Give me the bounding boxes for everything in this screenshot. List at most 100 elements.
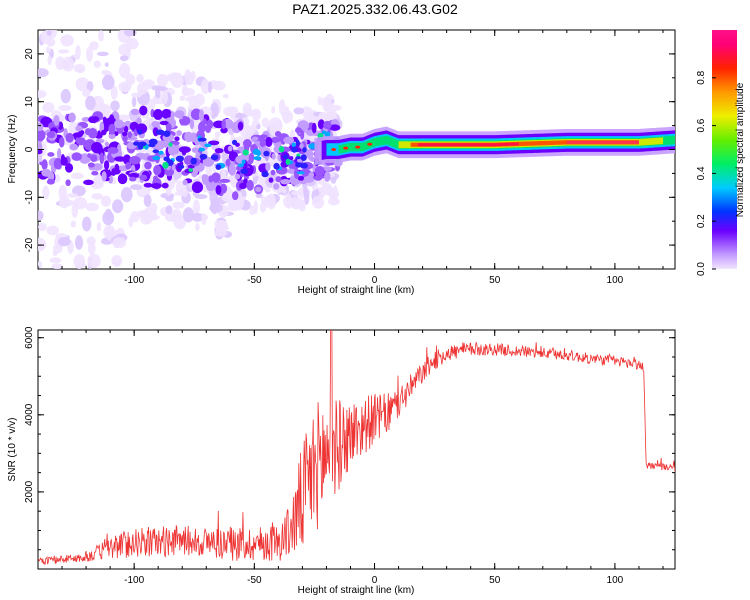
spectrogram-blob [99,152,105,165]
spectrogram-blob [311,122,317,134]
spectrogram-blob [189,119,195,130]
spectrogram-blob [127,131,132,139]
spectrogram-blob [85,202,99,212]
spectrogram-blob [275,176,282,183]
spectrogram-hotspot [331,148,337,151]
spectrogram-blob [103,160,110,170]
spectrogram-blob [171,148,179,155]
spectrogram-blob [261,171,269,178]
y-tick-label: 0 [24,146,35,152]
snr-y-label: SNR (10 * v/v) [7,418,18,482]
spectrogram-blob [65,163,74,173]
spectrogram-blob [172,201,185,209]
spectrogram-blob [210,102,219,118]
spectrogram-blob [215,185,222,195]
spectrogram-blob [297,175,305,181]
spectrogram-blob [86,46,94,62]
spectrogram-blob [104,141,110,147]
colorbar-tick-label: 0.0 [696,262,707,276]
spectrogram-blob [182,207,194,223]
spectrogram-blob [220,183,228,194]
spectrogram-blob [38,149,43,155]
spectrogram-blob [107,147,119,154]
spectrogram-blob [111,168,116,176]
spectrogram-blob [41,168,52,177]
spectrogram-blob [98,30,104,42]
spectrogram-blob [188,168,193,172]
x-tick-label: 50 [489,275,501,286]
spectrogram-blob [268,177,274,183]
spectrogram-x-label: Height of straight line (km) [298,285,415,296]
spectrogram-blob [81,116,91,122]
spectrogram-blob [201,174,208,181]
spectrogram-blob [72,132,83,138]
spectrogram-blob [278,99,286,115]
spectrogram-blob [265,136,273,147]
spectrogram-blob [283,195,292,208]
spectrogram-blob [38,90,47,99]
spectrogram-blob [182,179,188,186]
spectrogram-y-label: Frequency (Hz) [7,115,18,184]
spectrogram-blob [125,162,132,170]
spectrogram-hotspot [367,142,373,146]
spectrogram-blob [85,95,96,111]
spectrogram-blob [163,156,170,162]
spectrogram-blob [101,69,110,76]
spectrogram-blob [158,150,164,155]
spectrogram-blob [38,129,46,142]
spectrogram-blob [251,108,262,121]
spectrogram-blob [151,85,163,91]
spectrogram-blob [321,183,333,191]
spectrogram-blob [118,62,131,79]
spectrogram-blob [46,225,59,236]
spectrogram-blob [285,158,291,166]
spectrogram-blob [208,140,220,146]
spectrogram-blob [139,174,148,181]
spectrogram-blob [329,124,341,131]
spectrogram-blob [39,161,46,166]
spectrogram-blob [60,88,71,104]
spectrogram-blob [66,193,79,198]
spectrogram-blob [212,80,226,91]
spectrogram-blob [215,164,222,170]
spectrogram-blob [162,89,168,105]
spectrogram-blob [104,62,109,67]
spectrogram-blob [314,165,325,177]
spectrogram-blob [146,214,160,221]
y-tick-label: -20 [24,237,35,252]
spectrogram-blob [294,127,302,134]
spectrogram-blob [38,210,44,221]
spectrogram-blob [280,179,291,185]
spectrogram-blob [58,104,72,112]
spectrogram-blob [253,156,262,161]
spectrogram-blob [152,149,160,154]
spectrogram-blob [239,182,247,190]
spectrogram-hotspot [355,145,361,149]
y-tick-label: 6000 [24,326,35,349]
spectrogram-blob [192,199,201,215]
spectrogram-blob [300,129,305,140]
colorbar-tick-label: 0.2 [696,214,707,228]
spectrogram-blob [90,154,98,162]
spectrogram-blob [108,114,115,127]
spectrogram-blob [197,137,207,142]
spectrogram-blob [271,153,276,160]
spectrogram-blob [191,212,204,222]
figure-title: PAZ1.2025.332.06.43.G02 [292,1,458,17]
spectrogram-blob [88,128,98,139]
spectrogram-blob [129,172,140,178]
spectrogram-blob [296,171,305,175]
spectrogram-band [566,140,639,144]
spectrogram-blob [190,104,201,110]
spectrogram-blob [81,216,92,232]
spectrogram-blob [38,261,43,269]
spectrogram-blob [110,100,120,112]
spectrogram-blob [212,173,221,182]
spectrogram-hotspot [343,146,349,150]
snr-series-line [38,330,675,565]
spectrogram-blob [87,253,101,269]
spectrogram-blob [93,60,102,68]
spectrogram-blob [197,121,207,133]
spectrogram-blob [42,102,55,113]
spectrogram-blob [291,146,298,153]
